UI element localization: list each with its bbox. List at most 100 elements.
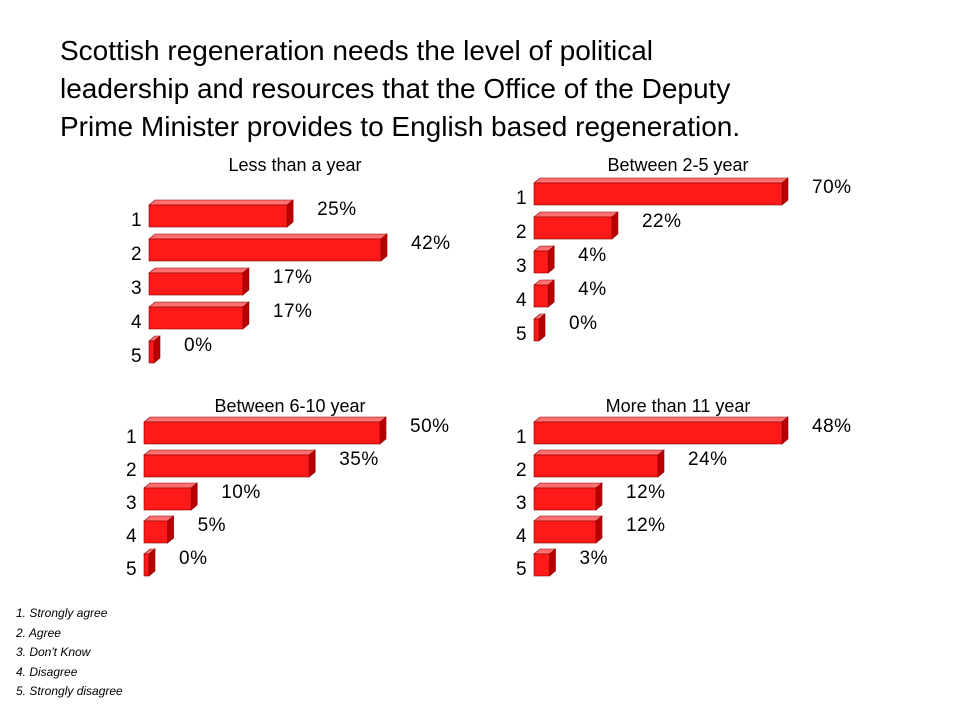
bar [148,306,244,330]
chart-title: Between 2-5 year [607,155,749,175]
category-label: 2 [516,222,527,243]
bar-side [242,267,250,296]
value-label: 12% [626,515,666,536]
bar [533,454,659,478]
category-label: 5 [131,346,142,367]
bar-side [657,449,665,478]
bar-group: 5 3% [516,548,608,580]
category-label: 1 [516,188,527,209]
bar-group: 4 17% [131,301,312,333]
category-label: 3 [126,493,137,514]
bar-side [595,482,603,511]
category-label: 4 [131,312,142,333]
chart-plot: 1 70% 2 22% 3 4% 4 4% 5 0% [516,177,852,345]
bar [533,520,597,544]
bar-top [143,449,317,456]
bar-top [533,449,665,456]
bar-side [153,335,161,364]
value-label: 35% [339,449,379,470]
category-label: 1 [126,427,137,448]
category-label: 5 [516,559,527,580]
bar [533,487,597,511]
chart-plot: 1 25% 2 42% 3 17% 4 17% 5 0% [131,199,450,367]
bar-side [781,416,789,445]
value-label: 0% [179,548,207,569]
bar [148,340,155,364]
bar-top [143,482,199,489]
bar-group: 5 0% [516,313,597,345]
bar [143,553,150,577]
legend-item: 4. Disagree [16,664,78,679]
bar-top [533,482,603,489]
category-label: 4 [516,526,527,547]
value-label: 24% [688,449,728,470]
bar-side [148,548,156,577]
category-label: 3 [516,256,527,277]
bar [533,421,783,445]
bar [533,182,783,206]
bar-top [148,301,250,308]
value-label: 70% [812,177,852,198]
value-label: 17% [273,301,313,322]
bar-side [549,548,556,577]
bar [148,272,244,296]
chart-plot: 1 48% 2 24% 3 12% 4 12% 5 3% [516,416,851,580]
legend-item: 1. Strongly agree [16,606,108,620]
bar-group: 1 48% [516,416,851,448]
value-label: 5% [198,515,226,536]
bar [533,318,540,342]
bar-group: 2 24% [516,449,728,481]
bar [143,520,168,544]
chart-title: More than 11 year [605,396,751,416]
bar-top [533,416,789,423]
bar-side [380,233,388,262]
legend-item: 5. Strongly disagree [16,684,123,698]
bar [533,216,613,240]
bar-top [533,211,619,218]
category-label: 4 [126,526,137,547]
chart-title: Less than a year [228,155,362,175]
bar-top [143,416,387,423]
bar-top [148,233,388,240]
title-line-1: Scottish regeneration needs the level of… [60,35,654,66]
bar-group: 4 4% [516,279,606,311]
bar-group: 1 50% [126,416,449,448]
bar-side [611,211,619,240]
bar [148,238,382,262]
bar-group: 4 12% [516,515,666,547]
bar-side [190,482,198,511]
value-label: 0% [569,313,597,334]
category-label: 2 [516,460,527,481]
bar-group: 5 0% [126,548,207,580]
page-title: Scottish regeneration needs the level of… [60,32,920,146]
value-label: 12% [626,482,666,503]
value-label: 42% [411,233,451,254]
category-label: 1 [516,427,527,448]
bar-side [547,245,555,274]
title-line-3: Prime Minister provides to English based… [60,111,741,142]
category-label: 5 [516,324,527,345]
title-line-2: leadership and resources that the Office… [60,73,731,104]
category-label: 2 [126,460,137,481]
category-label: 4 [516,290,527,311]
bar-side [286,199,294,228]
bar-group: 3 17% [131,267,312,299]
legend: 1. Strongly agree 2. Agree 3. Don't Know… [16,604,123,702]
bar-side [547,279,555,308]
value-label: 3% [580,548,608,569]
bar-top [148,267,250,274]
bar-side [308,449,316,478]
value-label: 0% [184,335,212,356]
bar [533,250,549,274]
chart-plot: 150% 2 35% 3 1 0% 4 5% 50% [126,416,449,580]
bar-top [533,177,789,184]
value-label: 25% [317,199,357,220]
value-label: 22% [642,211,682,232]
bar-group: 3 4% [516,245,606,277]
bar-top [533,515,603,522]
bar-side [167,515,174,544]
bar-group: 1 25% [131,199,357,231]
bar-group: 2 42% [131,233,451,265]
value-label: 4% [578,279,606,300]
bar-side [538,313,546,342]
